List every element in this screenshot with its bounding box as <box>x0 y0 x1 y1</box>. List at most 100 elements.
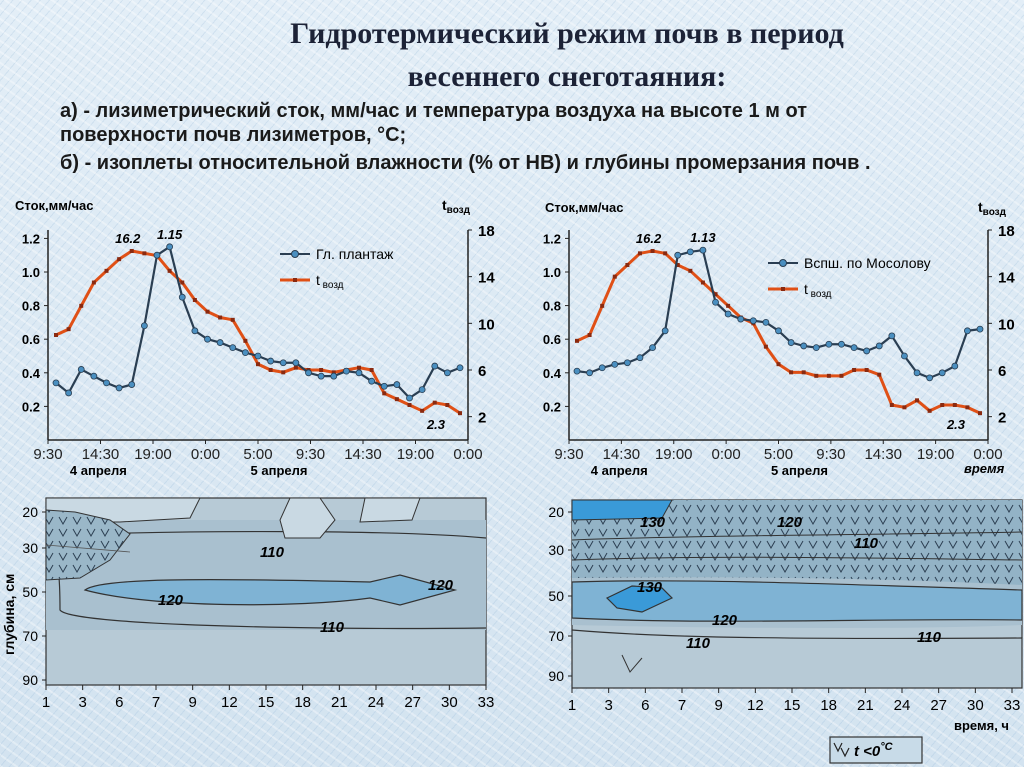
y-tick-label: 90 <box>548 668 564 684</box>
runoff-series-line <box>55 245 461 400</box>
legend-runoff-marker <box>779 259 787 267</box>
x-tick-label: 14:30 <box>864 446 902 463</box>
runoff-point <box>762 318 770 326</box>
y-left-ticks: 1.2 1.0 0.8 0.6 0.4 0.2 <box>22 231 48 414</box>
y-left-tick-label: 0.6 <box>543 332 561 347</box>
temperature-point <box>915 398 920 403</box>
annotation-temp-min: 2.3 <box>426 417 446 432</box>
y-right-tick-label: 10 <box>998 316 1015 333</box>
y-right-tick-label: 6 <box>998 363 1006 380</box>
temperature-point <box>600 303 605 308</box>
temperature-point <box>713 292 718 297</box>
runoff-point <box>573 367 581 375</box>
x-tick-label: 30 <box>441 694 458 711</box>
runoff-point <box>863 347 871 355</box>
x-tick-label: 14:30 <box>82 446 120 463</box>
isopleth-zone-120 <box>83 574 458 606</box>
isopleth-line-110 <box>571 556 1023 561</box>
temperature-point <box>142 251 147 256</box>
y-left-ticks: 1.2 1.0 0.8 0.6 0.4 0.2 <box>543 231 569 414</box>
temperature-point <box>726 303 731 308</box>
isopleth-zone-130 <box>605 585 674 613</box>
runoff-point <box>330 372 338 380</box>
frozen-legend-hatch <box>833 742 850 758</box>
x-tick-label: 9:30 <box>33 446 62 463</box>
temperature-point <box>243 338 248 343</box>
annotation-temp-min: 2.3 <box>946 417 966 432</box>
runoff-point <box>749 317 757 325</box>
x-tick-label: 1 <box>42 694 50 711</box>
x-tick-label: 27 <box>930 697 947 714</box>
contour-label-110-right: 110 <box>917 629 942 646</box>
runoff-point <box>115 384 123 392</box>
x-tick-label: 9:30 <box>296 446 325 463</box>
temperature-point <box>852 368 857 372</box>
runoff-point <box>368 377 376 385</box>
x-tick-label: 7 <box>152 694 160 711</box>
runoff-point <box>267 357 275 365</box>
annotation-runoff-peak: 1.15 <box>157 227 183 242</box>
runoff-point <box>204 335 211 343</box>
x-tick-label: 5:00 <box>243 446 272 463</box>
series-group <box>52 243 464 416</box>
temperature-point <box>66 327 71 332</box>
x-ticks: 1 3 6 7 9 12 15 18 21 24 27 30 33 <box>568 688 1020 714</box>
temperature-point <box>776 362 781 367</box>
legend-runoff-label: Гл. плантаж <box>316 246 394 262</box>
y-right-tick-label: 18 <box>478 223 495 240</box>
temperature-point <box>877 372 882 377</box>
frozen-legend-box <box>829 736 923 764</box>
runoff-point <box>431 362 439 370</box>
x-tick-label: 15 <box>258 694 275 711</box>
page-title-line1: Гидротермический режим почв в период <box>290 17 844 50</box>
y-right-tick-label: 14 <box>478 270 495 287</box>
contour-label-120-top: 120 <box>777 514 803 531</box>
temperature-point <box>864 368 869 372</box>
x-tick-label: 14:30 <box>603 446 641 463</box>
x-tick-label: 18 <box>820 697 837 714</box>
runoff-point <box>380 382 388 390</box>
runoff-point <box>850 344 858 352</box>
contour-label-110-upper: 110 <box>260 544 285 561</box>
contour-label-130-mid: 130 <box>637 579 663 596</box>
temperature-point <box>902 405 907 410</box>
y-tick-label: 50 <box>548 588 564 604</box>
runoff-point <box>938 369 946 377</box>
temperature-point <box>650 249 655 253</box>
x-tick-label: 9:30 <box>554 446 583 463</box>
annotation-temp-peak: 16.2 <box>115 231 141 246</box>
y-left-tick-label: 1.2 <box>543 231 561 246</box>
subtitle-b-line: б) - изоплеты относительной влажности (%… <box>60 152 871 174</box>
temperature-point <box>104 268 109 273</box>
runoff-point <box>775 327 782 335</box>
runoff-point <box>825 340 833 348</box>
runoff-point <box>686 248 694 256</box>
frozen-hatch <box>572 500 1022 585</box>
runoff-point <box>926 374 934 382</box>
temperature-point <box>801 370 806 375</box>
temperature-point <box>826 373 831 378</box>
x-tick-label: 24 <box>894 697 911 714</box>
y-left-axis-label: Сток,мм/час <box>15 198 94 213</box>
temperature-point <box>205 309 210 314</box>
temperature-point <box>445 403 450 407</box>
temperature-point <box>407 403 412 407</box>
runoff-temperature-chart-left: Сток,мм/час tвозд 1.21.00.80.60.40.2 18 1… <box>15 197 495 478</box>
runoff-point <box>355 369 363 377</box>
runoff-point <box>951 362 959 370</box>
contour-label-110-lower: 110 <box>320 619 345 636</box>
contour-label-120-right: 120 <box>428 577 454 594</box>
runoff-point <box>586 369 593 377</box>
annotation-temp-peak: 16.2 <box>636 231 662 246</box>
x-tick-label: 9 <box>714 697 722 714</box>
legend-runoff-label: Вспш. по Мосолову <box>804 255 931 271</box>
temperature-point <box>117 257 122 262</box>
temperature-point <box>382 391 387 396</box>
temperature-point <box>192 298 197 302</box>
temperature-point <box>814 373 819 378</box>
y-ticks: 20 30 50 70 90 <box>22 504 46 688</box>
isopleth-zone-120 <box>571 580 1023 622</box>
legend-runoff-marker <box>291 250 299 258</box>
y-right-axis-label: tвозд <box>442 197 471 216</box>
y-right-tick-label: 2 <box>478 410 486 427</box>
